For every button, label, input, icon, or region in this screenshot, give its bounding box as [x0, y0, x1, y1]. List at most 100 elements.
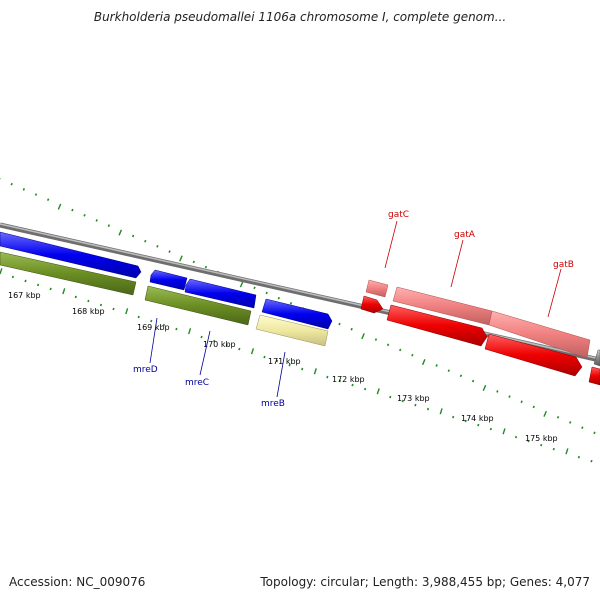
minor-tick — [162, 323, 165, 327]
gene-label-gata[interactable]: gatA — [454, 230, 476, 240]
major-tick — [179, 255, 183, 262]
gene-arrow-red-4[interactable] — [588, 366, 600, 386]
feature-green-2[interactable] — [144, 285, 252, 326]
major-tick — [250, 348, 255, 355]
gene-arrow-red-2[interactable] — [386, 304, 488, 347]
minor-tick — [520, 400, 523, 404]
minor-tick — [386, 343, 390, 347]
outer-scale-ring — [0, 178, 596, 435]
major-tick — [0, 268, 3, 275]
minor-tick — [156, 245, 159, 248]
gene-callouts — [149, 220, 562, 398]
gene-box-gatc[interactable] — [365, 279, 389, 298]
gene-box-gatb[interactable] — [488, 310, 591, 359]
gene-label-gatc[interactable]: gatC — [388, 210, 409, 220]
minor-tick — [87, 299, 90, 303]
gene-arrow-mred[interactable] — [149, 269, 188, 291]
major-tick — [125, 308, 129, 315]
major-tick — [361, 333, 365, 340]
feature-yellow[interactable] — [255, 314, 329, 347]
minor-tick — [168, 250, 171, 253]
gene-box-grey[interactable] — [593, 349, 600, 367]
minor-tick — [204, 265, 208, 269]
major-tick — [118, 229, 123, 236]
gene-label-mreb[interactable]: mreB — [261, 399, 285, 409]
minor-tick — [540, 443, 543, 447]
minor-tick — [131, 234, 135, 238]
scale-label: 174 kbp — [461, 414, 494, 423]
gene-arrow-mreb[interactable] — [261, 298, 333, 330]
minor-tick — [351, 383, 354, 387]
minor-tick — [581, 426, 584, 429]
minor-tick — [401, 399, 404, 403]
minor-tick — [527, 439, 530, 443]
minor-tick — [471, 379, 475, 383]
scale-label: 175 kbp — [525, 434, 558, 443]
gene-labels: mreD mreC mreB gatC gatA gatB — [133, 210, 574, 409]
scale-label: 167 kbp — [8, 291, 41, 300]
reverse-strand-features — [0, 251, 600, 386]
minor-tick — [452, 415, 455, 419]
callout-line-mred — [149, 317, 158, 364]
minor-tick — [289, 302, 293, 305]
minor-tick — [275, 359, 279, 363]
minor-tick — [46, 198, 50, 202]
major-tick — [239, 281, 244, 288]
scale-label: 173 kbp — [397, 394, 430, 403]
minor-tick — [49, 287, 52, 291]
minor-tick — [459, 374, 463, 378]
minor-tick — [200, 335, 203, 339]
gene-arrow-blue-1[interactable] — [0, 231, 142, 279]
major-tick — [482, 384, 487, 392]
gene-label-mred[interactable]: mreD — [133, 365, 158, 375]
minor-tick — [34, 193, 38, 196]
minor-tick — [414, 403, 417, 407]
minor-tick — [83, 213, 86, 217]
minor-tick — [590, 459, 593, 463]
gene-arrow-red-3[interactable] — [484, 333, 583, 377]
scale-label: 169 kbp — [137, 323, 170, 332]
minor-tick — [137, 315, 140, 319]
minor-tick — [253, 286, 256, 290]
minor-tick — [389, 395, 392, 399]
major-tick — [543, 410, 547, 417]
scale-labels: 167 kbp 168 kbp 169 kbp 170 kbp 171 kbp … — [8, 291, 558, 443]
minor-tick — [477, 423, 480, 427]
gene-arrow-red-1[interactable] — [360, 295, 384, 314]
minor-tick — [144, 239, 147, 243]
gene-label-gatb[interactable]: gatB — [553, 260, 574, 270]
minor-tick — [350, 327, 353, 331]
minor-tick — [10, 182, 13, 186]
gene-arrow-mrec[interactable] — [184, 278, 257, 309]
minor-tick — [489, 427, 492, 431]
minor-tick — [112, 307, 115, 311]
minor-tick — [426, 407, 430, 411]
major-tick — [57, 203, 62, 210]
scale-label: 170 kbp — [203, 340, 236, 349]
minor-tick — [435, 364, 438, 367]
scale-label: 172 kbp — [332, 375, 365, 384]
minor-tick — [213, 339, 216, 343]
major-tick — [313, 368, 317, 375]
gene-label-mrec[interactable]: mreC — [185, 378, 209, 388]
minor-tick — [338, 322, 341, 326]
minor-tick — [36, 283, 40, 287]
minor-tick — [532, 405, 535, 409]
minor-tick — [338, 379, 342, 383]
minor-tick — [277, 296, 280, 300]
minor-tick — [411, 353, 414, 357]
minor-tick — [514, 435, 518, 439]
minor-tick — [552, 447, 555, 451]
minor-tick — [464, 419, 467, 423]
minor-tick — [22, 188, 26, 191]
feature-green-1[interactable] — [0, 251, 137, 296]
accession-text: Accession: NC_009076 — [9, 575, 146, 589]
minor-tick — [95, 219, 98, 222]
major-tick — [376, 388, 380, 395]
minor-tick — [508, 395, 511, 398]
minor-tick — [175, 327, 178, 331]
callout-line-mrec — [199, 330, 211, 376]
major-tick — [188, 328, 192, 335]
minor-tick — [107, 224, 111, 227]
